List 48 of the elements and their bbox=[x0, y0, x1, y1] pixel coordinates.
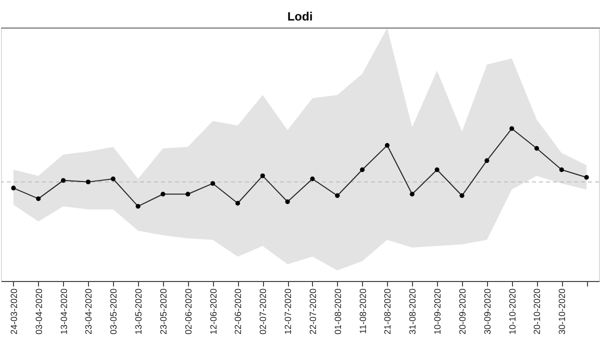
x-tick-label: 23-04-2020 bbox=[84, 288, 94, 335]
point bbox=[460, 193, 464, 198]
x-tick-label: 11-08-2020 bbox=[358, 288, 368, 334]
point bbox=[584, 175, 589, 180]
x-tick-label: 22-06-2020 bbox=[233, 288, 244, 335]
x-tick-label: 02-06-2020 bbox=[183, 288, 194, 335]
x-tick-label: 21-08-2020 bbox=[382, 288, 393, 335]
point bbox=[160, 192, 166, 196]
x-tick-label: 10-09-2020 bbox=[432, 288, 443, 335]
x-tick-label: 10-10-2020 bbox=[507, 288, 518, 335]
x-tick-label: 13-04-2020 bbox=[58, 288, 69, 335]
x-tick-label: 12-07-2020 bbox=[283, 288, 294, 335]
point bbox=[384, 143, 390, 148]
point bbox=[60, 178, 66, 183]
x-tick-label: 23-05-2020 bbox=[158, 288, 168, 335]
point bbox=[509, 126, 514, 131]
x-tick-label: 20-09-2020 bbox=[457, 288, 468, 335]
point bbox=[210, 181, 216, 186]
x-tick-label: 20-10-2020 bbox=[532, 288, 542, 335]
point bbox=[559, 167, 564, 172]
point bbox=[534, 146, 540, 151]
point bbox=[335, 193, 340, 198]
x-tick-label: 24-03-2020 bbox=[8, 288, 19, 335]
point bbox=[110, 176, 116, 182]
x-tick-label: 30-10-2020 bbox=[557, 288, 568, 335]
point bbox=[11, 186, 16, 190]
point bbox=[86, 180, 91, 184]
point bbox=[285, 199, 290, 204]
point bbox=[310, 176, 315, 182]
chart-title: Lodi bbox=[287, 10, 313, 24]
x-tick-label: 12-06-2020 bbox=[208, 288, 218, 335]
x-tick-label: 01-08-2020 bbox=[332, 288, 343, 335]
x-tick-label: 22-07-2020 bbox=[308, 288, 318, 335]
x-tick-label: 03-05-2020 bbox=[108, 288, 119, 335]
point bbox=[186, 192, 190, 196]
point bbox=[410, 192, 414, 196]
point bbox=[484, 158, 490, 163]
x-tick-label: 02-07-2020 bbox=[258, 288, 268, 335]
x-tick-label: 30-09-2020 bbox=[482, 288, 492, 335]
x-tick-label: 03-04-2020 bbox=[34, 288, 44, 335]
x-tick-label: 13-05-2020 bbox=[134, 288, 144, 335]
x-tick-label: 31-08-2020 bbox=[408, 288, 418, 335]
point bbox=[260, 173, 265, 178]
point bbox=[136, 204, 140, 209]
point bbox=[360, 167, 365, 172]
point bbox=[36, 196, 41, 202]
point bbox=[434, 167, 440, 172]
point bbox=[235, 200, 240, 206]
